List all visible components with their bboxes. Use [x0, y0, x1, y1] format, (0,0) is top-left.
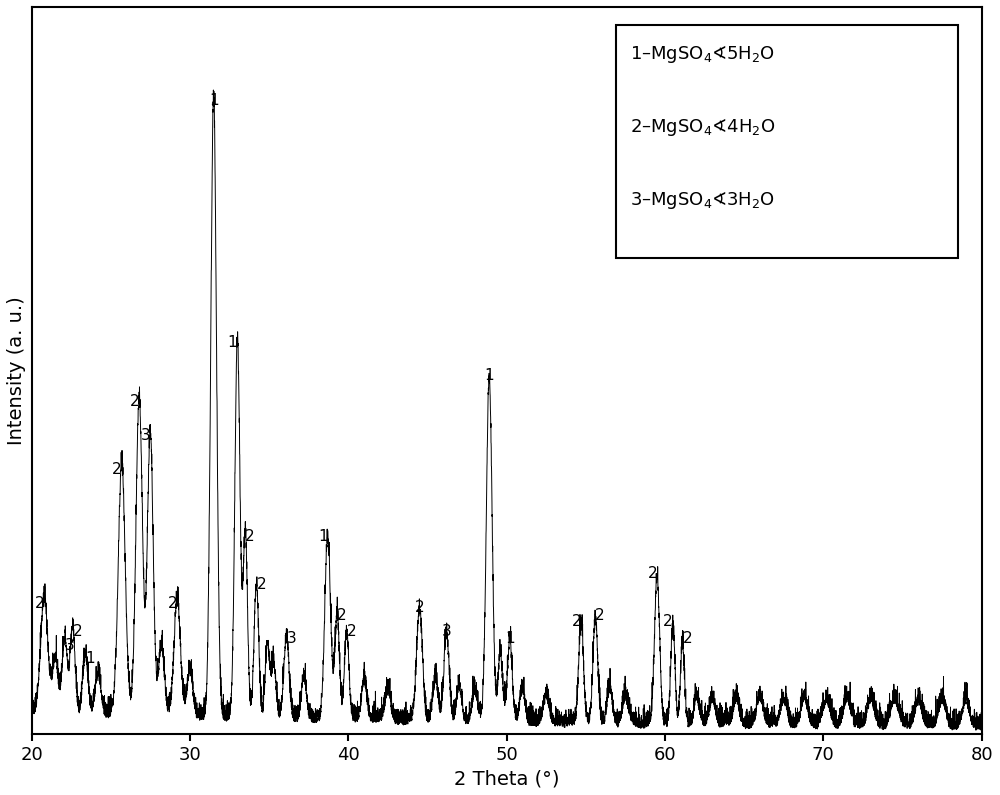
Text: 2: 2 — [256, 577, 266, 592]
Text: 2: 2 — [168, 596, 177, 611]
Text: 2: 2 — [663, 615, 673, 630]
Text: 3–MgSO$_4$∢3H$_2$O: 3–MgSO$_4$∢3H$_2$O — [630, 188, 775, 211]
Text: 2: 2 — [415, 599, 424, 615]
Bar — [616, 25, 958, 258]
Text: 2: 2 — [571, 615, 581, 630]
Text: 1: 1 — [228, 335, 237, 351]
Text: 2: 2 — [647, 566, 657, 581]
Text: 1: 1 — [505, 631, 515, 646]
Text: 1: 1 — [85, 651, 95, 666]
X-axis label: 2 Theta (°): 2 Theta (°) — [454, 769, 559, 788]
Text: 2–MgSO$_4$∢4H$_2$O: 2–MgSO$_4$∢4H$_2$O — [630, 116, 776, 138]
Text: 3: 3 — [65, 638, 75, 653]
Text: 2: 2 — [337, 607, 347, 622]
Text: 2: 2 — [112, 462, 122, 477]
Text: 2: 2 — [595, 607, 605, 622]
Text: 2: 2 — [73, 624, 82, 639]
Text: 2: 2 — [245, 529, 255, 544]
Text: 2: 2 — [130, 394, 139, 409]
Text: 1: 1 — [209, 93, 218, 108]
Text: 3: 3 — [141, 428, 150, 443]
Text: 1: 1 — [318, 529, 328, 544]
Text: 3: 3 — [442, 624, 451, 639]
Text: 1–MgSO$_4$∢5H$_2$O: 1–MgSO$_4$∢5H$_2$O — [630, 43, 775, 65]
Y-axis label: Intensity (a. u.): Intensity (a. u.) — [7, 296, 26, 444]
Text: 2: 2 — [347, 624, 356, 639]
Text: 1: 1 — [484, 367, 494, 382]
Text: 2: 2 — [35, 596, 44, 611]
Text: 3: 3 — [286, 631, 296, 646]
Text: 2: 2 — [682, 631, 692, 646]
